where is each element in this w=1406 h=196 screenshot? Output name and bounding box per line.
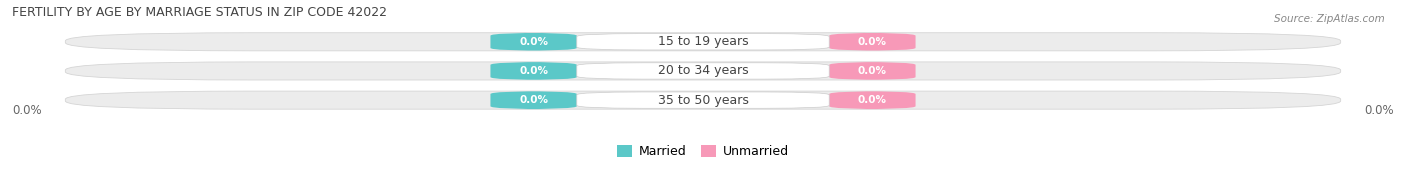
FancyBboxPatch shape <box>491 33 576 51</box>
FancyBboxPatch shape <box>576 63 830 79</box>
FancyBboxPatch shape <box>830 33 915 51</box>
Text: 20 to 34 years: 20 to 34 years <box>658 64 748 77</box>
Text: 0.0%: 0.0% <box>519 66 548 76</box>
Text: 0.0%: 0.0% <box>1364 104 1393 117</box>
FancyBboxPatch shape <box>576 92 830 108</box>
FancyBboxPatch shape <box>830 62 915 80</box>
FancyBboxPatch shape <box>491 91 576 109</box>
Text: FERTILITY BY AGE BY MARRIAGE STATUS IN ZIP CODE 42022: FERTILITY BY AGE BY MARRIAGE STATUS IN Z… <box>13 6 387 19</box>
FancyBboxPatch shape <box>65 91 1341 109</box>
Text: 15 to 19 years: 15 to 19 years <box>658 35 748 48</box>
FancyBboxPatch shape <box>491 62 576 80</box>
FancyBboxPatch shape <box>830 91 915 109</box>
Text: 35 to 50 years: 35 to 50 years <box>658 94 748 107</box>
FancyBboxPatch shape <box>65 33 1341 51</box>
FancyBboxPatch shape <box>576 34 830 50</box>
Text: 0.0%: 0.0% <box>13 104 42 117</box>
Text: Source: ZipAtlas.com: Source: ZipAtlas.com <box>1274 14 1385 24</box>
Text: 0.0%: 0.0% <box>519 37 548 47</box>
Text: 0.0%: 0.0% <box>519 95 548 105</box>
Legend: Married, Unmarried: Married, Unmarried <box>612 140 794 163</box>
Text: 0.0%: 0.0% <box>858 37 887 47</box>
Text: 0.0%: 0.0% <box>858 66 887 76</box>
Text: 0.0%: 0.0% <box>858 95 887 105</box>
FancyBboxPatch shape <box>65 62 1341 80</box>
